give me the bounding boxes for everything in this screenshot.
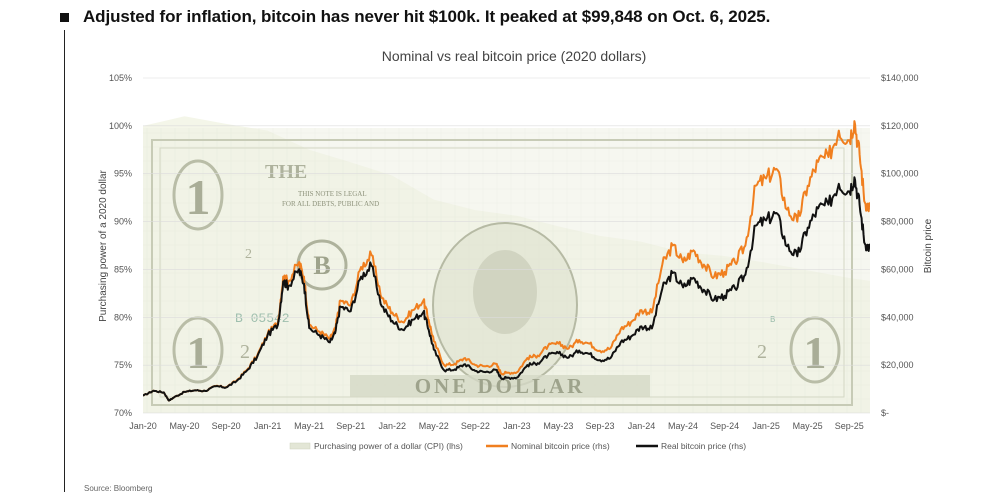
x-tick-label: Jan-21: [254, 421, 282, 431]
x-tick-label: May-24: [668, 421, 698, 431]
source-note: Source: Bloomberg: [84, 484, 153, 493]
svg-text:1: 1: [186, 169, 211, 225]
x-tick-label: Sep-25: [835, 421, 864, 431]
x-tick-label: Sep-24: [710, 421, 739, 431]
left-tick-label: 105%: [109, 73, 132, 83]
legend: Purchasing power of a dollar (CPI) (lhs)…: [289, 441, 746, 451]
x-tick-label: May-25: [793, 421, 823, 431]
left-axis-ticks: 105% 100% 95% 90% 85% 80% 75% 70%: [109, 73, 132, 418]
right-tick-label: $80,000: [881, 217, 914, 227]
left-tick-label: 85%: [114, 264, 132, 274]
left-tick-label: 75%: [114, 360, 132, 370]
vertical-rule: [64, 30, 65, 492]
svg-text:2: 2: [245, 247, 252, 262]
left-tick-label: 70%: [114, 408, 132, 418]
x-tick-label: May-23: [543, 421, 573, 431]
right-tick-label: $120,000: [881, 121, 919, 131]
headline: Adjusted for inflation, bitcoin has neve…: [60, 6, 990, 28]
bullet-square-icon: [60, 12, 69, 22]
headline-text: Adjusted for inflation, bitcoin has neve…: [83, 7, 771, 26]
x-tick-label: Sep-22: [461, 421, 490, 431]
x-tick-label: Jan-25: [752, 421, 780, 431]
legend-swatch-cpi: [289, 442, 311, 450]
x-axis-ticks: Jan-20 May-20 Sep-20 Jan-21 May-21 Sep-21 Jan-…: [129, 421, 864, 431]
x-tick-label: Jan-23: [503, 421, 531, 431]
banknote-illustration: 1 1 1 THE THIS NOTE IS LEGAL FOR ALL DEB…: [143, 128, 870, 413]
left-tick-label: 95%: [114, 169, 132, 179]
svg-text:1: 1: [804, 327, 827, 378]
svg-text:B 05542: B 05542: [235, 311, 290, 326]
right-tick-label: $100,000: [881, 169, 919, 179]
right-tick-label: $140,000: [881, 73, 919, 83]
right-tick-label: $-: [881, 408, 889, 418]
left-tick-label: 80%: [114, 312, 132, 322]
legend-label-nominal: Nominal bitcoin price (rhs): [511, 441, 610, 451]
left-tick-label: 90%: [114, 217, 132, 227]
legend-label-cpi: Purchasing power of a dollar (CPI) (lhs): [314, 441, 463, 451]
chart-title: Nominal vs real bitcoin price (2020 doll…: [382, 48, 647, 64]
x-tick-label: May-20: [170, 421, 200, 431]
svg-text:FOR ALL DEBTS, PUBLIC AND: FOR ALL DEBTS, PUBLIC AND: [282, 200, 379, 208]
svg-text:B: B: [313, 251, 330, 280]
left-axis-label: Purchasing power of a 2020 dollar: [98, 169, 109, 321]
x-tick-label: Jan-22: [378, 421, 406, 431]
right-tick-label: $20,000: [881, 360, 914, 370]
gridlines: [143, 77, 870, 414]
svg-text:ONE DOLLAR: ONE DOLLAR: [415, 374, 586, 398]
x-tick-label: Sep-21: [336, 421, 365, 431]
svg-text:2: 2: [757, 341, 767, 363]
left-tick-label: 100%: [109, 121, 132, 131]
svg-text:1: 1: [187, 327, 210, 378]
real-bitcoin-line: [143, 176, 870, 402]
svg-text:THE: THE: [265, 161, 307, 183]
svg-text:B: B: [770, 315, 776, 325]
svg-text:THIS NOTE IS LEGAL: THIS NOTE IS LEGAL: [298, 190, 367, 198]
right-axis-label: Bitcoin price: [923, 218, 934, 273]
right-axis-ticks: $140,000 $120,000 $100,000 $80,000 $60,000 $4…: [881, 73, 919, 418]
right-tick-label: $60,000: [881, 264, 914, 274]
x-tick-label: Sep-23: [585, 421, 614, 431]
svg-text:2: 2: [240, 341, 250, 363]
x-tick-label: May-21: [294, 421, 324, 431]
x-tick-label: May-22: [419, 421, 449, 431]
x-tick-label: Sep-20: [212, 421, 241, 431]
x-tick-label: Jan-20: [129, 421, 157, 431]
right-tick-label: $40,000: [881, 312, 914, 322]
x-tick-label: Jan-24: [628, 421, 656, 431]
legend-label-real: Real bitcoin price (rhs): [661, 441, 746, 451]
